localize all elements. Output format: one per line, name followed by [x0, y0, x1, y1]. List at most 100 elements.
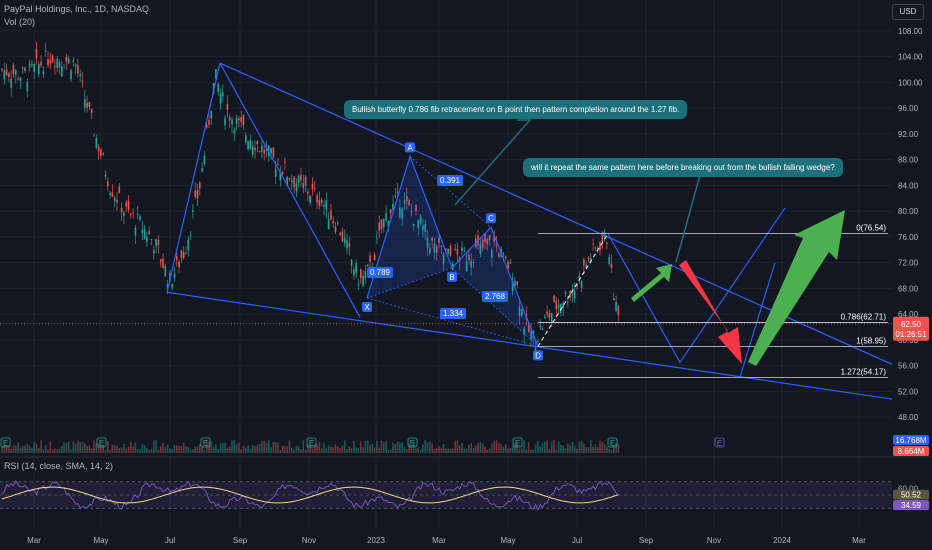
volume-bar	[97, 444, 100, 453]
currency-button[interactable]: USD	[892, 4, 924, 20]
volume-bar	[553, 440, 555, 453]
volume-bar	[1, 445, 3, 453]
volume-bar	[238, 442, 240, 453]
volume-bar	[35, 443, 38, 453]
volume-bar	[311, 448, 314, 453]
volume-bar	[240, 449, 242, 453]
volume-bar	[601, 442, 604, 453]
volume-bar	[261, 441, 263, 453]
pattern-diagonal-2	[451, 267, 539, 347]
volume-bar	[440, 447, 443, 453]
volume-bar	[231, 440, 233, 453]
candle-body	[189, 234, 192, 236]
volume-bar	[380, 440, 383, 453]
candle-body	[238, 118, 240, 120]
candle-body	[54, 66, 56, 68]
candle-body	[300, 174, 302, 181]
candle-body	[412, 223, 415, 226]
volume-bar	[394, 444, 397, 453]
ratio-label: 0.391	[440, 176, 461, 185]
candle-body	[231, 119, 233, 125]
volume-bar	[146, 447, 148, 453]
earnings-marker	[96, 437, 107, 448]
rsi-ma-value-box	[893, 489, 929, 500]
candle-body	[178, 261, 180, 268]
volume-bar	[136, 449, 139, 453]
volume-bar	[210, 441, 213, 453]
x-tick-label: May	[93, 536, 108, 545]
pattern-point-label: C	[488, 214, 494, 223]
volume-bar	[521, 448, 523, 453]
volume-bar	[562, 445, 564, 453]
pattern-point-label: B	[449, 273, 454, 282]
volume-bar	[491, 443, 493, 453]
candle-body	[245, 135, 247, 143]
volume-bar	[247, 445, 249, 453]
candle-body	[153, 249, 155, 254]
candle-body	[233, 129, 236, 134]
volume-bar	[56, 449, 58, 453]
candle-body	[81, 80, 84, 82]
pattern-point-label: D	[535, 351, 541, 360]
candle-body	[426, 237, 429, 248]
volume-bar	[429, 441, 431, 453]
pattern-leg-left	[166, 62, 221, 293]
candle-body	[93, 135, 95, 137]
volume-bar	[360, 441, 362, 453]
volume-bar	[463, 448, 466, 453]
volume-bar	[314, 444, 316, 453]
candle-body	[109, 193, 111, 196]
pattern-leg-down	[219, 62, 361, 318]
volume-bar	[560, 444, 562, 453]
candle-body	[157, 240, 160, 246]
candle-body	[251, 146, 254, 155]
x-tick-label: 2024	[773, 536, 791, 545]
volume-bar	[277, 442, 279, 453]
candle-body	[472, 262, 475, 263]
candle-body	[509, 262, 512, 264]
candle-body	[511, 281, 514, 291]
volume-bar	[458, 445, 461, 453]
candle-body	[463, 251, 466, 252]
candle-body	[281, 171, 284, 175]
volume-bar	[74, 443, 77, 453]
volume-bar	[148, 449, 150, 453]
earnings-marker-label: E	[515, 439, 520, 448]
pattern-point-label: A	[407, 143, 413, 152]
volume-bar	[348, 446, 351, 453]
volume-bar	[495, 440, 498, 453]
volume-bar	[15, 445, 17, 453]
candle-body	[468, 254, 470, 261]
candle-body	[12, 64, 15, 75]
ratio-label: 0.789	[370, 268, 391, 277]
candle-body	[21, 67, 24, 69]
annotation-callout-2[interactable]: will it repeat the same pattern here bef…	[523, 158, 843, 177]
volume-bar	[500, 443, 502, 453]
volume-bar	[509, 448, 512, 453]
candle-body	[417, 219, 420, 229]
x-tick-label: Mar	[432, 536, 446, 545]
ratio-label: 2.768	[485, 292, 506, 301]
candle-body	[380, 219, 383, 230]
candle-body	[49, 59, 52, 64]
projection-bounce	[739, 262, 776, 378]
ratio-box	[367, 267, 393, 278]
candle-body	[226, 104, 229, 110]
candle-body	[270, 148, 272, 153]
candle-body	[548, 313, 551, 318]
volume-bar	[297, 445, 300, 453]
candle-body	[284, 161, 286, 164]
candle-body	[486, 238, 489, 244]
green-arrow-small	[631, 264, 672, 302]
candle-body	[323, 204, 325, 207]
volume-bar	[447, 448, 449, 453]
candle-body	[431, 237, 433, 241]
candle-body	[242, 115, 245, 126]
candle-body	[224, 117, 226, 126]
volume-bar	[544, 441, 546, 453]
annotation-callout-1[interactable]: Bullish butterfly 0.786 fib retracement …	[344, 100, 688, 119]
candle-body	[493, 236, 495, 242]
volume-bar	[51, 449, 54, 453]
volume-bar	[19, 447, 22, 453]
